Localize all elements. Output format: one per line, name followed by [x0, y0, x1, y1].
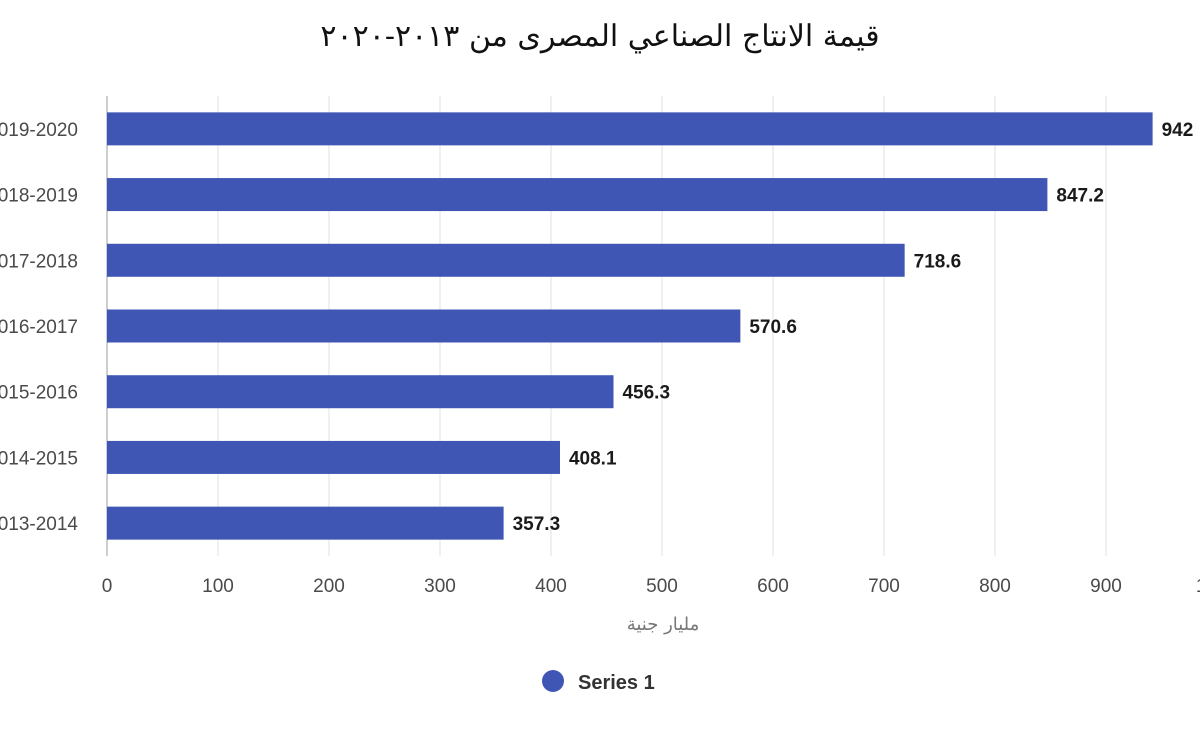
legend-swatch-series-1	[542, 670, 564, 692]
bar	[107, 309, 741, 343]
bar	[107, 112, 1153, 146]
x-tick-label: 500	[646, 576, 678, 597]
data-label: 847.2	[1056, 186, 1104, 207]
labels: 0 100 200 300 400 500 600 700 800 900 1000 2019-202…	[0, 120, 1200, 597]
y-category-label: 2018-2019	[0, 186, 78, 207]
chart-title: قيمة الانتاج الصناعي المصرى من ٢٠١٣-٢٠٢٠	[320, 19, 879, 54]
x-tick-label: 300	[424, 576, 456, 597]
y-category-label: 2013-2014	[0, 514, 78, 535]
y-category-label: 2016-2017	[0, 317, 78, 338]
data-label: 456.3	[622, 383, 670, 404]
x-tick-label: 0	[102, 576, 113, 597]
y-category-label: 2014-2015	[0, 448, 78, 469]
legend-label-series-1: Series 1	[578, 672, 655, 694]
y-category-label: 2017-2018	[0, 251, 78, 272]
legend: Series 1	[542, 670, 655, 694]
data-label: 570.6	[749, 317, 797, 338]
data-label: 408.1	[569, 448, 617, 469]
x-tick-label: 100	[202, 576, 234, 597]
x-tick-label: 700	[868, 576, 900, 597]
data-label: 357.3	[513, 514, 561, 535]
y-category-label: 2019-2020	[0, 120, 78, 141]
x-tick-label: 800	[979, 576, 1011, 597]
bar	[107, 375, 614, 409]
data-label: 942	[1162, 120, 1194, 141]
x-tick-label: 1000	[1196, 576, 1200, 597]
bar	[107, 178, 1048, 212]
x-tick-label: 600	[757, 576, 789, 597]
bars	[107, 112, 1153, 540]
x-axis-title: مليار جنية	[627, 614, 700, 635]
bar	[107, 243, 905, 277]
x-tick-label: 900	[1090, 576, 1122, 597]
bar	[107, 506, 504, 540]
data-label: 718.6	[914, 251, 962, 272]
x-tick-label: 400	[535, 576, 567, 597]
bar	[107, 440, 560, 474]
x-tick-label: 200	[313, 576, 345, 597]
y-category-label: 2015-2016	[0, 383, 78, 404]
